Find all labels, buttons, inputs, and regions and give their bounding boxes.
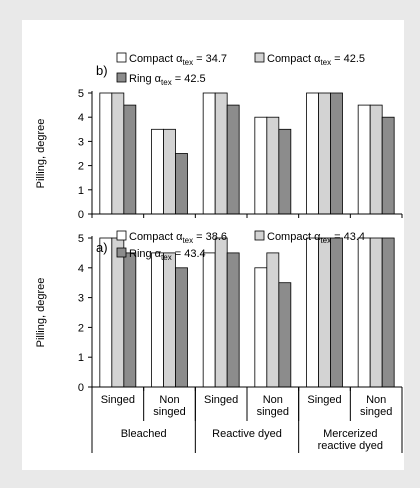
y-tick-label: 4 [78,112,84,124]
legend-item: Compact αtex = 43.4 [254,230,365,245]
bar [381,237,395,388]
bar [111,237,125,388]
bar [381,116,395,215]
bar [266,252,280,388]
panel-label: a) [96,240,108,255]
bar [99,237,113,388]
legend-item: Compact αtex = 42.5 [254,52,365,67]
x-subgroup-label: singed [153,406,185,418]
y-tick-label: 3 [78,293,84,305]
x-subgroup-label: singed [257,406,289,418]
y-tick-label: 3 [78,136,84,148]
bar [214,92,228,215]
y-tick-label: 5 [78,88,84,100]
bar [357,104,371,215]
x-group-label: Mercerized [323,428,377,440]
bar [369,104,383,215]
bar [175,153,188,215]
y-tick-label: 2 [78,322,84,334]
bar [99,92,113,215]
y-tick-label: 0 [78,382,84,394]
panel-label: b) [96,63,108,78]
x-group-label: reactive dyed [318,440,383,452]
bar [278,282,292,388]
y-tick-label: 1 [78,352,84,364]
x-subgroup-label: Singed [101,394,135,406]
legend-item: Ring αtex = 43.4 [116,247,206,262]
chart-panel-bottom: 0 1 2 3 4 5 Pilling, degree a) Compact αtex = 38… [35,230,403,394]
x-subgroup-label: Non [159,394,179,406]
y-tick-label: 2 [78,161,84,173]
bar [163,128,176,215]
legend-item: Ring αtex = 42.5 [116,72,206,87]
bar [123,252,137,388]
bar [266,116,280,215]
legend-label: Compact αtex = 42.5 [267,53,365,67]
y-tick-label: 1 [78,185,84,197]
legend-swatch [116,72,127,83]
x-subgroup-label: Non [263,394,283,406]
legend-label: Compact αtex = 34.7 [129,53,227,67]
legend-swatch [254,52,265,63]
bar [318,237,331,388]
bar [306,92,319,215]
x-subgroup-label: Singed [307,394,341,406]
bar [330,237,343,388]
legend-swatch [116,230,127,241]
bar [151,252,164,388]
bar [306,237,319,388]
bar [226,252,240,388]
legend-label: Compact αtex = 38.6 [129,231,227,245]
bar [123,104,137,215]
legend-item: Compact αtex = 34.7 [116,52,227,67]
x-subgroup-label: Singed [204,394,238,406]
bar [330,92,343,215]
x-group-label: Bleached [121,428,167,440]
chart-panel-top: 0 1 2 3 4 5 Pilling, degree b) Compact αtex = 34… [35,52,403,221]
bar [111,92,125,215]
x-group-label: Reactive dyed [212,428,282,440]
bar [214,237,228,388]
legend-swatch [116,247,127,258]
legend-swatch [116,52,127,63]
bar [202,252,216,388]
y-axis-label: Pilling, degree [35,119,47,189]
bar [278,128,292,215]
bar [151,128,164,215]
bar [369,237,383,388]
x-subgroup-label: singed [360,406,392,418]
y-axis-label: Pilling, degree [35,278,47,348]
bar [254,116,268,215]
legend-label: Ring αtex = 43.4 [129,248,206,262]
bar [202,92,216,215]
bar [163,252,176,388]
bar [175,267,188,388]
y-tick-label: 4 [78,263,84,275]
bar [318,92,331,215]
legend-label: Ring αtex = 42.5 [129,73,206,87]
y-tick-label: 5 [78,233,84,245]
bar [254,267,268,388]
bar [357,237,371,388]
chart-root: 0 1 2 3 4 5 Pilling, degree b) Compact αtex = 34… [35,52,403,453]
x-subgroup-label: Non [366,394,386,406]
legend-label: Compact αtex = 43.4 [267,231,365,245]
bar [226,104,240,215]
y-tick-label: 0 [78,209,84,221]
legend-item: Compact αtex = 38.6 [116,230,227,245]
legend-swatch [254,230,265,241]
